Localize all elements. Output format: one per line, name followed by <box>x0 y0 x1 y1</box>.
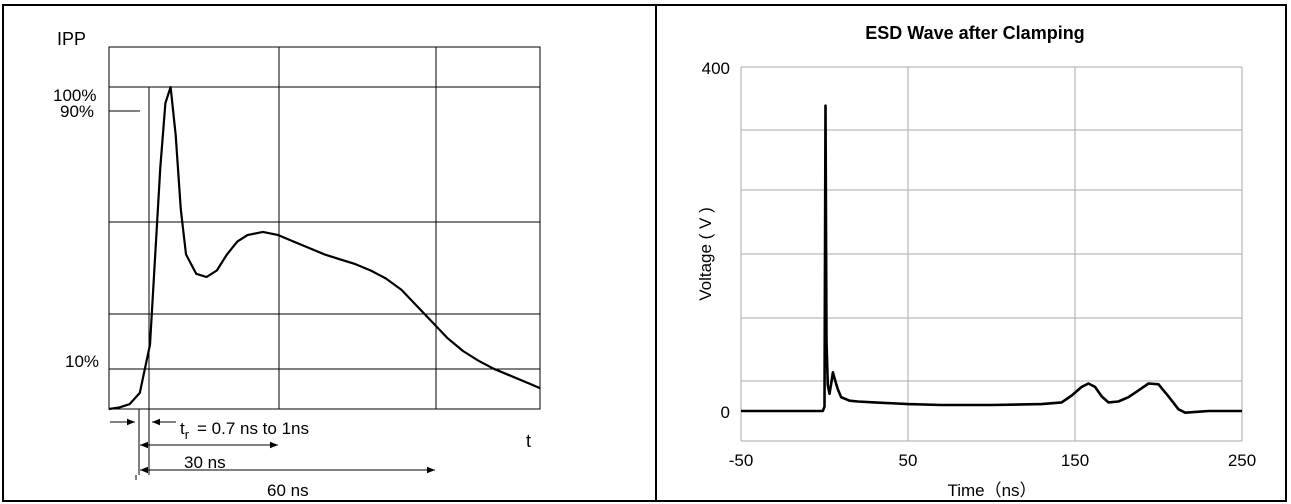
right-xtick-50: 50 <box>899 451 918 470</box>
figure-frame <box>2 4 1287 502</box>
left-label-100: 100% <box>53 86 96 105</box>
right-chart: ESD Wave after Clamping 400 0 -50 50 150… <box>696 23 1256 500</box>
left-grid <box>108 46 541 480</box>
right-grid <box>740 66 1243 442</box>
right-esd-curve <box>741 104 1242 414</box>
right-xtick-m50: -50 <box>729 451 754 470</box>
left-plot-frame <box>108 46 541 410</box>
right-xtick-250: 250 <box>1228 451 1256 470</box>
right-ytick-400: 400 <box>702 59 730 78</box>
dim-30-label: 30 ns <box>184 453 226 472</box>
right-xtick-150: 150 <box>1061 451 1089 470</box>
right-xlabel: Time（ns） <box>947 481 1036 500</box>
left-chart: IPP 100% 90% 10% t tr = 0.7 ns to 1ns 30… <box>53 29 541 500</box>
left-xlabel: t <box>526 431 531 451</box>
rise-time-label: = 0.7 ns to 1ns <box>197 419 309 438</box>
right-ylabel: Voltage ( V ) <box>696 207 715 301</box>
panel-divider <box>655 4 657 502</box>
left-label-10: 10% <box>65 352 99 371</box>
left-label-90: 90% <box>60 102 94 121</box>
left-ylabel: IPP <box>57 29 86 49</box>
rise-time-symbol: tr <box>180 419 190 442</box>
right-ytick-0: 0 <box>721 403 730 422</box>
dim-60-label: 60 ns <box>267 481 309 500</box>
left-pulse-curve <box>108 85 541 411</box>
right-chart-title: ESD Wave after Clamping <box>865 23 1084 43</box>
